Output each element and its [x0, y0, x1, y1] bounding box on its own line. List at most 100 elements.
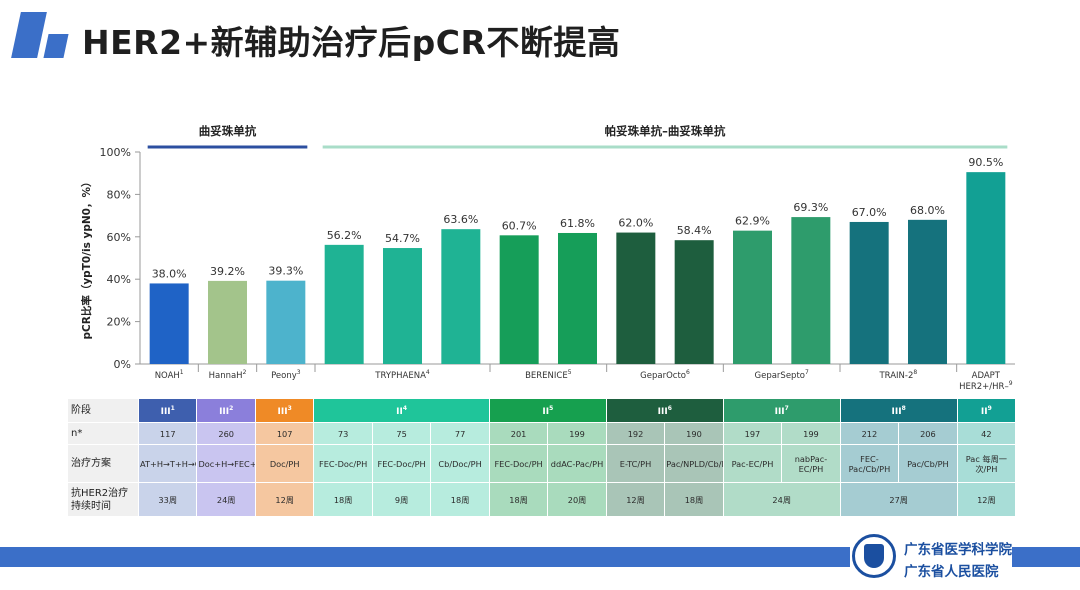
bar: [791, 217, 831, 364]
row-label: 治疗方案: [67, 444, 139, 483]
duration-cell: 20周: [547, 482, 607, 517]
y-tick-label: 80%: [107, 188, 131, 201]
bar: [266, 280, 306, 364]
study-label-line2: HER2+/HR–9: [959, 380, 1013, 392]
bar: [499, 235, 539, 364]
bar-value-label: 63.6%: [443, 213, 478, 226]
n-cell: 73: [313, 422, 373, 445]
duration-cell: 12周: [956, 482, 1017, 517]
phase-cell: III7: [722, 398, 841, 423]
bar: [324, 244, 364, 364]
n-cell: 201: [488, 422, 549, 445]
duration-cell: 33周: [137, 482, 198, 517]
title-accent-bar-small: [43, 34, 69, 58]
n-cell: 206: [898, 422, 958, 445]
bar-value-label: 61.8%: [560, 217, 595, 230]
bar: [733, 230, 772, 364]
bar-value-label: 62.9%: [735, 215, 770, 228]
y-tick-label: 0%: [114, 358, 131, 371]
study-table: 阶段 III1 III2 III3 II4 II5 III6 III7 III8 II9 n* 117…: [67, 398, 1017, 517]
hospital-emblem-icon: [852, 534, 896, 578]
n-cell: 212: [839, 422, 900, 445]
bar-value-label: 56.2%: [327, 229, 362, 242]
bar: [208, 280, 247, 364]
study-label: GeparSepto7: [755, 369, 809, 381]
bar-value-label: 62.0%: [618, 217, 653, 230]
n-cell: 107: [254, 422, 315, 445]
bar: [383, 248, 422, 364]
duration-cell: 18周: [430, 482, 490, 517]
y-tick-label: 40%: [107, 273, 131, 286]
slide-title: HER2+新辅助治疗后pCR不断提高: [82, 23, 621, 62]
n-cell: 192: [605, 422, 666, 445]
n-cell: 42: [956, 422, 1017, 445]
bar: [616, 232, 656, 364]
bar-value-label: 54.7%: [385, 232, 420, 245]
study-label: NOAH1: [155, 369, 184, 381]
footer-bar-right: [1012, 547, 1080, 567]
logo-line-1: 广东省医学科学院: [904, 542, 1012, 558]
regimen-cell: FEC-Doc/PH: [313, 444, 373, 483]
study-label: ADAPT: [972, 371, 1001, 381]
regimen-cell: Pac/Cb/PH: [898, 444, 958, 483]
hospital-logo: 广东省医学科学院 广东省人民医院: [852, 532, 1012, 584]
n-cell: 260: [196, 422, 256, 445]
regimen-cell: AT+H→T+H→CMF+H: [137, 444, 198, 483]
bar-value-label: 60.7%: [502, 219, 537, 232]
pcr-bar-chart: 0% 20% 40% 60% 80% 100% pCR比率（ypT0/is ypN0，%） 曲…: [0, 80, 1080, 400]
y-tick-label: 60%: [107, 231, 131, 244]
duration-cell: 18周: [488, 482, 549, 517]
regimen-cell: E-TC/PH: [605, 444, 666, 483]
bar-value-label: 67.0%: [852, 206, 887, 219]
n-cell: 190: [664, 422, 724, 445]
y-tick-label: 20%: [107, 316, 131, 329]
bar-value-label: 68.0%: [910, 204, 945, 217]
y-axis-title: pCR比率（ypT0/is ypN0，%）: [80, 177, 93, 340]
duration-cell: 18周: [664, 482, 724, 517]
bar: [441, 229, 481, 364]
phase-cell: III3: [254, 398, 315, 423]
n-cell: 199: [781, 422, 841, 445]
bar: [149, 283, 189, 364]
study-label: BERENICE5: [525, 369, 572, 381]
regimen-cell: Doc+H→FEC+H: [196, 444, 256, 483]
bar-value-label: 39.3%: [268, 265, 303, 278]
regimen-cell: Pac-EC/PH: [722, 444, 783, 483]
bar-value-label: 38.0%: [152, 267, 187, 280]
phase-cell: II5: [488, 398, 607, 423]
bar: [908, 219, 947, 364]
phase-cell: II9: [956, 398, 1017, 423]
row-label: n*: [67, 422, 139, 445]
study-label: TRAIN-28: [878, 369, 917, 381]
n-cell: 75: [371, 422, 432, 445]
study-label: Peony3: [271, 369, 301, 381]
duration-cell: 18周: [313, 482, 373, 517]
phase-cell: III2: [196, 398, 256, 423]
footer-bar: [0, 547, 850, 567]
bar: [674, 240, 714, 364]
regimen-cell: nabPac-EC/PH: [781, 444, 841, 483]
regimen-cell: Doc/PH: [254, 444, 315, 483]
n-cell: 199: [547, 422, 607, 445]
group-label: 帕妥珠单抗–曲妥珠单抗: [605, 124, 726, 138]
regimen-cell: Cb/Doc/PH: [430, 444, 490, 483]
row-label: 抗HER2治疗持续时间: [67, 482, 139, 517]
bar-value-label: 39.2%: [210, 265, 245, 278]
duration-cell: 24周: [196, 482, 256, 517]
phase-cell: III6: [605, 398, 724, 423]
regimen-cell: FEC-Pac/Cb/PH: [839, 444, 900, 483]
study-label: GeparOcto6: [640, 369, 690, 381]
n-cell: 117: [137, 422, 198, 445]
n-cell: 197: [722, 422, 783, 445]
title-accent-bar: [11, 12, 47, 58]
bar-value-label: 69.3%: [793, 201, 828, 214]
bar-value-label: 90.5%: [968, 156, 1003, 169]
logo-line-2: 广东省人民医院: [904, 564, 999, 580]
regimen-cell: FEC-Doc/PH: [488, 444, 549, 483]
regimen-cell: Pac 每周一次/PH: [956, 444, 1017, 483]
n-cell: 77: [430, 422, 490, 445]
duration-cell: 9周: [371, 482, 432, 517]
row-label: 阶段: [67, 398, 139, 423]
phase-cell: III8: [839, 398, 958, 423]
